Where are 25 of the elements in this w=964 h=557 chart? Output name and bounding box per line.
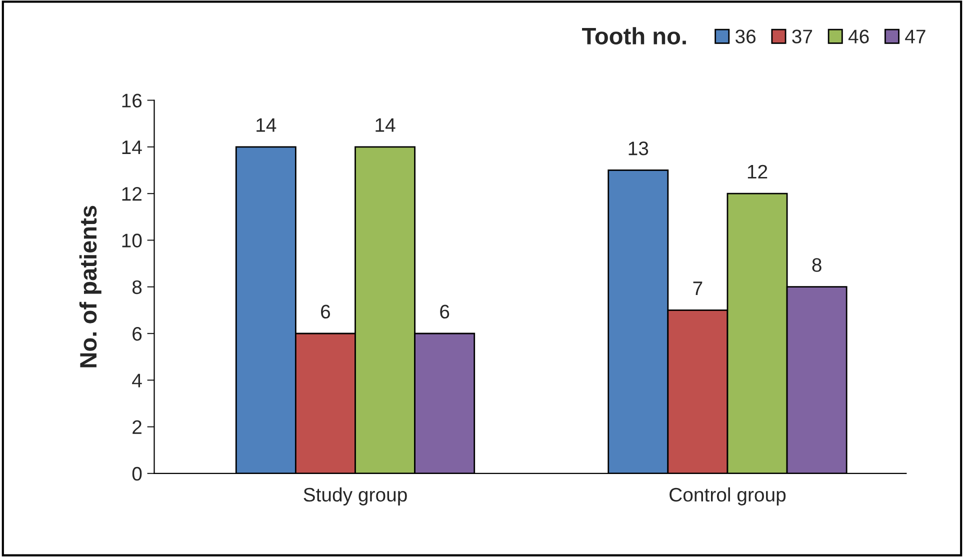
legend-label: 47 [905, 30, 926, 44]
data-label: 13 [628, 142, 648, 156]
legend-label: 37 [792, 30, 812, 44]
legend-label: 36 [735, 30, 756, 44]
legend-title: Tooth no. [582, 27, 686, 45]
y-tick-label: 2 [132, 420, 142, 434]
data-label: 6 [440, 304, 450, 319]
y-tick-label: 4 [132, 374, 142, 388]
legend-label: 46 [848, 30, 869, 44]
y-axis-title: No. of patients [79, 206, 102, 368]
data-label: 8 [812, 258, 822, 272]
y-tick-label: 0 [132, 466, 142, 481]
data-label: 6 [321, 304, 330, 319]
y-tick-label: 14 [122, 140, 142, 154]
y-tick-label: 6 [132, 326, 142, 341]
data-label: 12 [748, 164, 768, 178]
data-label: 14 [376, 118, 396, 132]
x-tick-label: Study group [304, 487, 407, 506]
y-tick-label: 16 [122, 94, 142, 108]
y-tick-label: 8 [132, 280, 142, 294]
y-tick-label: 12 [122, 187, 142, 201]
x-tick-label: Control group [670, 487, 786, 506]
y-tick-label: 10 [122, 234, 142, 248]
data-label: 7 [693, 282, 702, 296]
data-label: 14 [256, 118, 276, 132]
